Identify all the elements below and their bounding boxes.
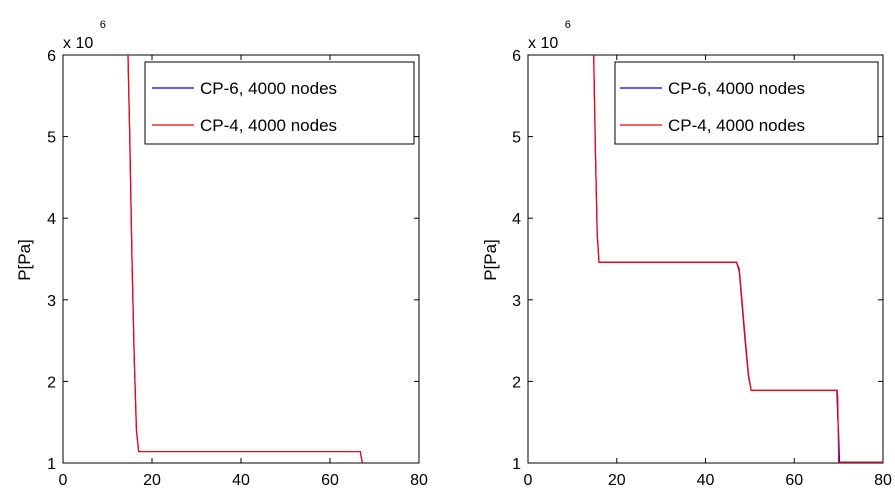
left-tick-labels: 0 20 40 60 80 1 2 3 4 5 6 bbox=[47, 48, 428, 489]
left-ticks bbox=[62, 54, 420, 464]
left-y-tick-label-0: 1 bbox=[47, 456, 56, 473]
left-legend-label-1: CP-4, 4000 nodes bbox=[200, 116, 337, 135]
left-y-axis-label: P[Pa] bbox=[15, 239, 34, 281]
right-x-tick-label-0: 0 bbox=[524, 472, 533, 489]
left-series-line-1 bbox=[127, 54, 364, 464]
right-legend-box bbox=[614, 61, 879, 145]
left-y-exponent-power: 6 bbox=[100, 19, 106, 31]
right-x-tick-label-2: 40 bbox=[697, 472, 715, 489]
right-series-line-1 bbox=[593, 54, 883, 463]
right-series-layer bbox=[593, 54, 883, 463]
right-legend-label-1: CP-4, 4000 nodes bbox=[668, 116, 805, 135]
right-x-tick-label-3: 60 bbox=[785, 472, 803, 489]
right-legend-label-0: CP-6, 4000 nodes bbox=[668, 79, 805, 98]
right-y-exponent-power: 6 bbox=[565, 19, 571, 31]
right-x-tick-label-4: 80 bbox=[874, 472, 892, 489]
right-x-tick-label-1: 20 bbox=[608, 472, 626, 489]
left-y-exponent-base: x 10 bbox=[63, 35, 93, 52]
left-y-exponent: x 10 6 bbox=[63, 19, 106, 52]
left-plot-panel: 0 20 40 60 80 1 2 3 4 5 6 x 10 6 P[Pa] CP-6, 4000 … bbox=[15, 19, 428, 489]
left-x-tick-label-1: 20 bbox=[143, 472, 161, 489]
left-legend-box bbox=[144, 61, 415, 145]
left-y-tick-label-4: 5 bbox=[47, 130, 56, 147]
left-y-tick-label-2: 3 bbox=[47, 293, 56, 310]
right-tick-labels: 0 20 40 60 80 1 2 3 4 5 6 bbox=[512, 48, 892, 489]
left-y-tick-label-3: 4 bbox=[47, 211, 56, 228]
right-y-axis-label: P[Pa] bbox=[481, 239, 500, 281]
left-series-layer bbox=[127, 54, 364, 464]
right-plot-panel: 0 20 40 60 80 1 2 3 4 5 6 x 10 6 P[Pa] CP-6, 4000 … bbox=[481, 19, 892, 489]
right-y-tick-label-0: 1 bbox=[512, 456, 521, 473]
left-legend: CP-6, 4000 nodes CP-4, 4000 nodes bbox=[144, 61, 415, 145]
right-y-tick-label-2: 3 bbox=[512, 293, 521, 310]
right-y-tick-label-1: 2 bbox=[512, 374, 521, 391]
right-legend: CP-6, 4000 nodes CP-4, 4000 nodes bbox=[614, 61, 879, 145]
left-x-tick-label-0: 0 bbox=[59, 472, 68, 489]
right-y-tick-label-5: 6 bbox=[512, 48, 521, 65]
left-x-tick-label-2: 40 bbox=[232, 472, 250, 489]
right-y-tick-label-3: 4 bbox=[512, 211, 521, 228]
right-y-tick-label-4: 5 bbox=[512, 130, 521, 147]
left-x-tick-label-3: 60 bbox=[321, 472, 339, 489]
left-y-tick-label-5: 6 bbox=[47, 48, 56, 65]
left-x-tick-label-4: 80 bbox=[410, 472, 428, 489]
left-legend-label-0: CP-6, 4000 nodes bbox=[200, 79, 337, 98]
right-y-exponent: x 10 6 bbox=[528, 19, 571, 52]
left-y-tick-label-1: 2 bbox=[47, 374, 56, 391]
right-y-exponent-base: x 10 bbox=[528, 35, 558, 52]
